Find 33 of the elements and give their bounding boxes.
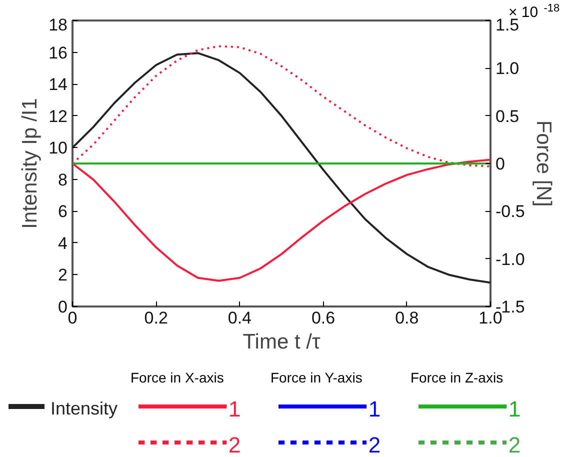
x-tick-label: 0.4 [228,308,252,328]
y-tick-label: 12 [48,106,68,126]
legend-label: 2 [508,432,521,457]
y-tick-label: 4 [58,234,68,253]
y-axis-title: Intensity Ip /I1 [18,98,42,229]
y2-tick-label: 1.5 [496,16,520,34]
text: Force in X-axis [130,370,224,386]
y-tick-label: 8 [58,170,68,190]
x-axis-title: Time t /τ [242,330,321,354]
y2-axis-title: Force [N] [532,120,555,207]
legend-label: 2 [228,432,241,457]
x-tick-label: 0.2 [144,308,168,328]
y-tick-label: 2 [58,266,68,285]
x-tick-label: 0.6 [311,308,336,328]
y-tick-label: 10 [48,138,68,158]
text: Force in Z-axis [410,370,504,386]
legend-label: 1 [508,396,521,422]
y-tick-label: 14 [48,75,68,94]
y2-tick-label: 1.0 [496,59,520,78]
y2-tick-label: 0.5 [496,106,520,126]
y-tick-label: 6 [58,202,68,222]
legend-label: Intensity [50,398,118,418]
text: Force in Y-axis [270,370,362,386]
y2-tick-label: -1.0 [496,250,525,269]
legend-label: 1 [368,396,381,422]
legend-label: 1 [228,396,241,422]
y2-tick-label: 0 [496,154,505,174]
x-tick-label: 0.8 [395,308,419,328]
y2-tick-label: -0.5 [496,202,525,222]
line-series [72,52,490,284]
legend-label: 2 [368,432,381,457]
y-tick-label: 16 [48,43,68,62]
y-tick-label: 18 [48,16,68,34]
